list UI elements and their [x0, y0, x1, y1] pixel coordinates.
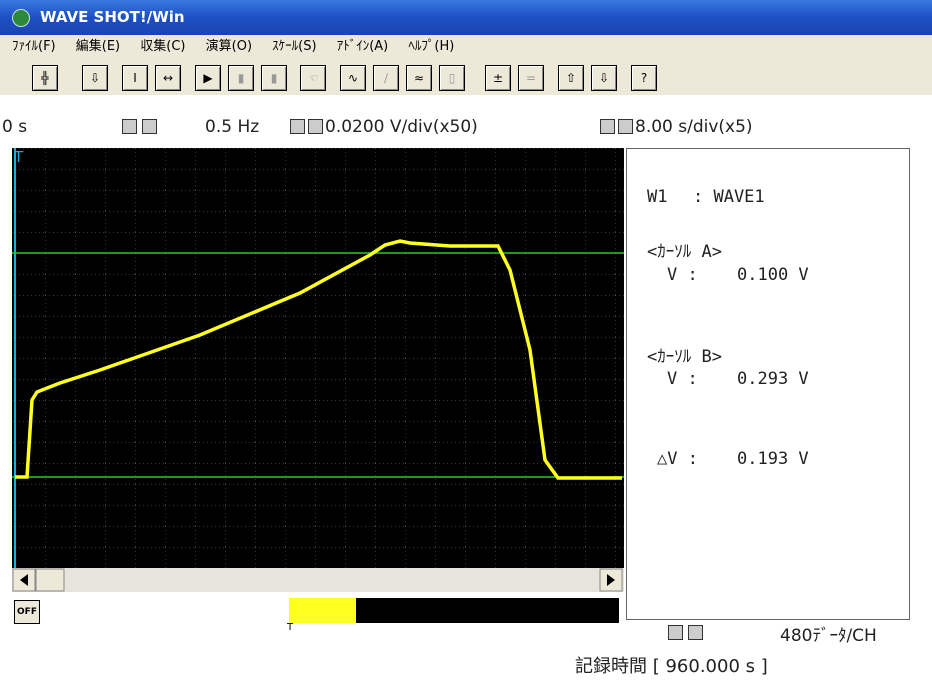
status-row: 0 s 0.5 Hz 0.0200 V/div(x50) 8.00 s/div(…: [0, 95, 932, 148]
bar-marker: T: [287, 622, 294, 633]
cursor-a-name: V :: [667, 265, 698, 285]
grid: [12, 148, 624, 568]
app-icon: [12, 9, 30, 27]
off-button[interactable]: OFF: [14, 600, 40, 624]
tool-button[interactable]: ?: [631, 65, 657, 91]
scrollbar[interactable]: [12, 568, 624, 592]
title-bar: WAVE SHOT!/Win: [0, 0, 932, 35]
menu-item[interactable]: 収集(C): [140, 39, 186, 54]
cursor-a-label: <ｶｰｿﾙ A>: [647, 242, 722, 262]
channel-label: W1: [647, 187, 668, 207]
tool-button[interactable]: ∕: [373, 65, 399, 91]
tool-button[interactable]: ∿: [340, 65, 366, 91]
position-indicator: [289, 598, 356, 623]
spin-button[interactable]: [142, 119, 157, 134]
tool-button[interactable]: ⇩: [82, 65, 108, 91]
tool-button[interactable]: I: [122, 65, 148, 91]
cursor-b-value: 0.293 V: [737, 369, 809, 389]
toolbar: ╬ ⇩ I ↔ ▶ ▮ ▮ ☜ ∿ ∕ ≈ ▯ ± = ⇧ ⇩ ?: [0, 59, 932, 95]
tool-button[interactable]: =: [518, 65, 544, 91]
tool-button[interactable]: ⇧: [558, 65, 584, 91]
scroll-thumb[interactable]: [35, 568, 65, 592]
spin-button[interactable]: [122, 119, 137, 134]
menu-item[interactable]: ｱﾄﾞｲﾝ(A): [336, 39, 389, 54]
time-readout: 0 s: [2, 117, 28, 137]
spin-button[interactable]: [618, 119, 633, 134]
tool-button[interactable]: ☜: [300, 65, 326, 91]
tool-button[interactable]: ▮: [261, 65, 287, 91]
tool-button[interactable]: ≈: [406, 65, 432, 91]
tool-button[interactable]: ▶: [195, 65, 221, 91]
tool-button[interactable]: ↔: [155, 65, 181, 91]
menu-item[interactable]: ﾍﾙﾌﾟ(H): [408, 39, 455, 54]
record-time: 記録時間 [ 960.000 s ]: [575, 656, 768, 677]
menu-item[interactable]: ﾌｧｲﾙ(F): [12, 39, 56, 54]
tool-button[interactable]: ▮: [228, 65, 254, 91]
seconds-div-readout: 8.00 s/div(x5): [635, 117, 753, 137]
cursor-b-label: <ｶｰｿﾙ B>: [647, 347, 722, 367]
data-count: 480ﾃﾞｰﾀ/CH: [780, 626, 877, 646]
info-panel: W1 : WAVE1 <ｶｰｿﾙ A> V : 0.100 V <ｶｰｿﾙ B>…: [626, 148, 910, 620]
cursor-a-value: 0.100 V: [737, 265, 809, 285]
menu-item[interactable]: 演算(O): [205, 39, 253, 54]
spin-button[interactable]: [688, 625, 703, 640]
position-bar: [289, 598, 619, 623]
frequency-readout: 0.5 Hz: [205, 117, 260, 137]
wave-name: : WAVE1: [693, 187, 765, 207]
delta-name: △V :: [657, 449, 698, 469]
delta-value: 0.193 V: [737, 449, 809, 469]
menu-item[interactable]: ｽｹｰﾙ(S): [272, 39, 317, 54]
tool-button[interactable]: ╬: [32, 65, 58, 91]
trigger-marker: T: [13, 148, 24, 166]
menu-item[interactable]: 編集(E): [75, 39, 121, 54]
waveform: [15, 239, 622, 480]
spin-button[interactable]: [290, 119, 305, 134]
waveform-display: T: [12, 148, 624, 592]
menu-bar: ﾌｧｲﾙ(F) 編集(E) 収集(C) 演算(O) ｽｹｰﾙ(S) ｱﾄﾞｲﾝ(…: [0, 35, 932, 59]
tool-button[interactable]: ⇩: [591, 65, 617, 91]
spin-button[interactable]: [600, 119, 615, 134]
spin-button[interactable]: [308, 119, 323, 134]
window-title: WAVE SHOT!/Win: [40, 8, 185, 26]
cursor-b-name: V :: [667, 369, 698, 389]
volts-div-readout: 0.0200 V/div(x50): [325, 117, 478, 137]
spin-button[interactable]: [668, 625, 683, 640]
tool-button[interactable]: ±: [485, 65, 511, 91]
tool-button[interactable]: ▯: [439, 65, 465, 91]
